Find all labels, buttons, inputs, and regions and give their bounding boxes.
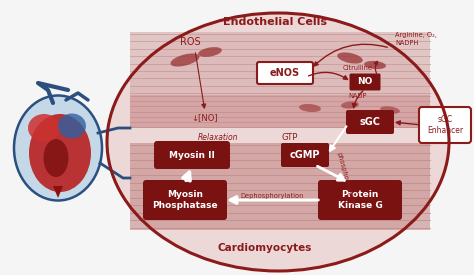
Ellipse shape bbox=[299, 104, 321, 112]
Ellipse shape bbox=[341, 101, 359, 109]
Text: Myosin
Phosphatase: Myosin Phosphatase bbox=[152, 190, 218, 210]
Text: sGC
Enhancer: sGC Enhancer bbox=[427, 115, 463, 135]
Text: Arginine, O₂,: Arginine, O₂, bbox=[395, 32, 437, 38]
Ellipse shape bbox=[44, 139, 69, 177]
FancyBboxPatch shape bbox=[257, 62, 313, 84]
Ellipse shape bbox=[107, 13, 449, 271]
Text: sGC: sGC bbox=[359, 117, 381, 127]
Text: NADP: NADP bbox=[349, 93, 367, 99]
Ellipse shape bbox=[337, 53, 363, 64]
Text: GTP: GTP bbox=[282, 133, 298, 142]
FancyBboxPatch shape bbox=[130, 143, 430, 230]
FancyBboxPatch shape bbox=[349, 73, 381, 90]
Ellipse shape bbox=[29, 114, 91, 192]
Ellipse shape bbox=[380, 106, 400, 114]
Text: cGMP: cGMP bbox=[290, 150, 320, 160]
Text: Myosin II: Myosin II bbox=[169, 150, 215, 160]
Text: Endothelial Cells: Endothelial Cells bbox=[223, 17, 327, 27]
FancyBboxPatch shape bbox=[154, 141, 230, 169]
FancyBboxPatch shape bbox=[130, 95, 430, 128]
FancyBboxPatch shape bbox=[419, 107, 471, 143]
FancyBboxPatch shape bbox=[346, 110, 394, 134]
Text: Protein
Kinase G: Protein Kinase G bbox=[337, 190, 383, 210]
Text: Dephosphorylation: Dephosphorylation bbox=[240, 193, 304, 199]
Ellipse shape bbox=[28, 114, 60, 142]
Text: eNOS: eNOS bbox=[270, 68, 300, 78]
Text: ↓[NO]: ↓[NO] bbox=[191, 114, 219, 122]
Text: phosphorylation: phosphorylation bbox=[335, 151, 355, 205]
FancyBboxPatch shape bbox=[143, 180, 227, 220]
Ellipse shape bbox=[171, 53, 200, 67]
Ellipse shape bbox=[198, 47, 222, 57]
Text: NADPH: NADPH bbox=[395, 40, 418, 46]
FancyBboxPatch shape bbox=[281, 143, 329, 167]
FancyBboxPatch shape bbox=[318, 180, 402, 220]
Ellipse shape bbox=[58, 114, 86, 139]
Text: ROS: ROS bbox=[180, 37, 201, 47]
Ellipse shape bbox=[364, 61, 386, 69]
Text: NO: NO bbox=[357, 78, 373, 87]
Text: Relaxation: Relaxation bbox=[198, 133, 238, 142]
Ellipse shape bbox=[14, 95, 102, 200]
Text: Citrulline: Citrulline bbox=[343, 65, 373, 71]
Text: Cardiomyocytes: Cardiomyocytes bbox=[218, 243, 312, 253]
Polygon shape bbox=[53, 186, 63, 198]
FancyBboxPatch shape bbox=[130, 32, 430, 95]
